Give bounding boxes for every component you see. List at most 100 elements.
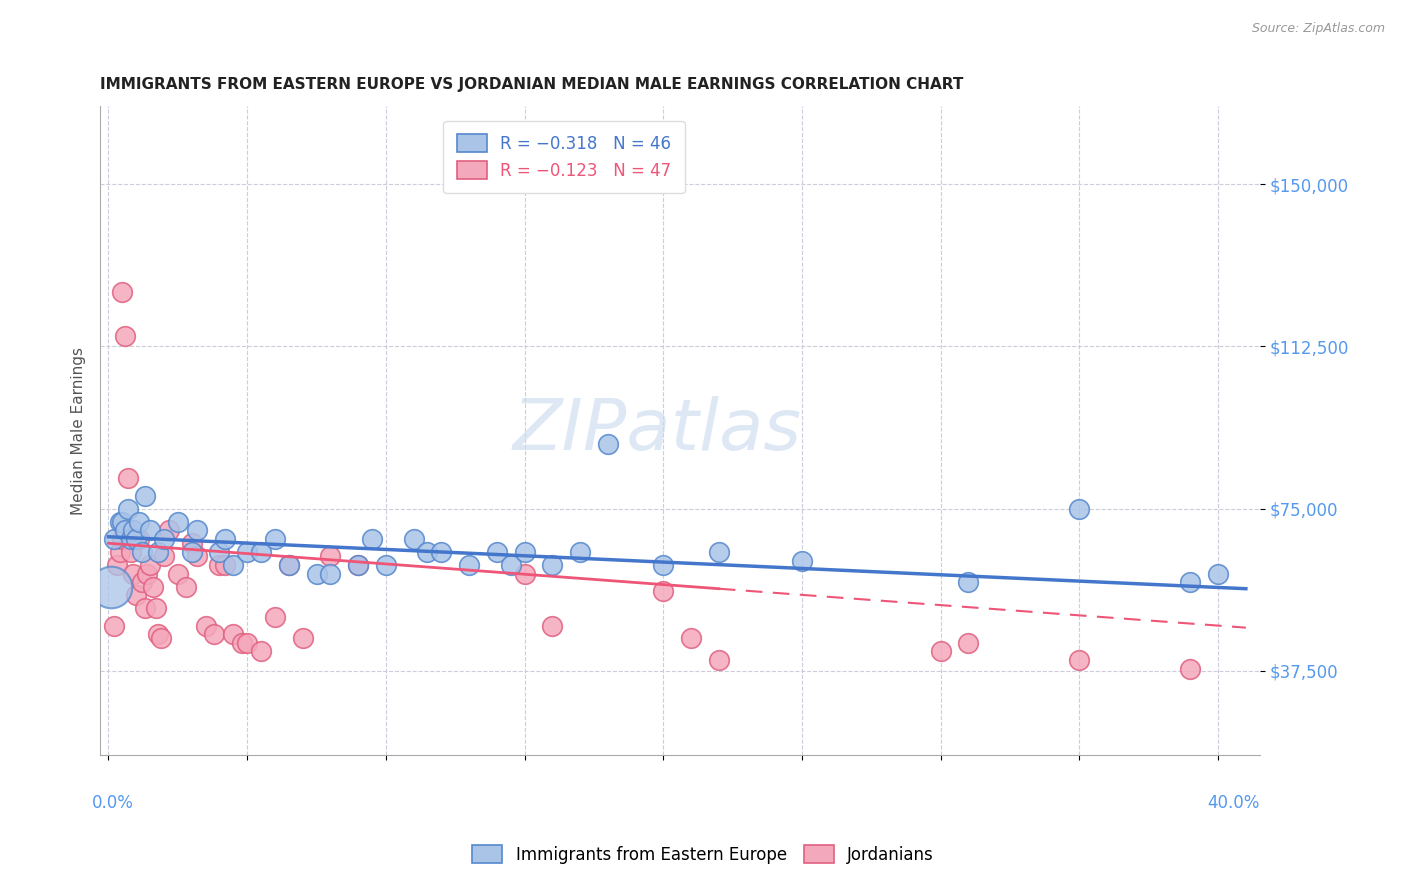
Point xyxy=(264,532,287,546)
Point xyxy=(319,549,342,564)
Legend: R = −0.318   N = 46, R = −0.123   N = 47: R = −0.318 N = 46, R = −0.123 N = 47 xyxy=(443,121,685,194)
Point xyxy=(117,501,139,516)
Point xyxy=(250,644,273,658)
Point xyxy=(128,515,150,529)
Point xyxy=(305,566,328,581)
Point xyxy=(186,523,208,537)
Point xyxy=(174,580,197,594)
Point xyxy=(105,558,128,572)
Text: 0.0%: 0.0% xyxy=(91,794,134,813)
Point xyxy=(186,549,208,564)
Point xyxy=(250,545,273,559)
Point xyxy=(100,580,122,594)
Point xyxy=(707,653,730,667)
Point xyxy=(929,644,952,658)
Point xyxy=(208,545,231,559)
Point xyxy=(236,636,259,650)
Point xyxy=(180,545,202,559)
Point xyxy=(134,489,156,503)
Point xyxy=(120,545,142,559)
Point xyxy=(180,536,202,550)
Point xyxy=(707,545,730,559)
Y-axis label: Median Male Earnings: Median Male Earnings xyxy=(72,347,86,515)
Point xyxy=(485,545,508,559)
Point xyxy=(231,636,253,650)
Point xyxy=(103,618,125,632)
Point xyxy=(291,632,314,646)
Point xyxy=(120,532,142,546)
Text: ZIPatlas: ZIPatlas xyxy=(512,396,801,466)
Point xyxy=(208,558,231,572)
Text: 40.0%: 40.0% xyxy=(1208,794,1260,813)
Point xyxy=(142,580,165,594)
Point xyxy=(499,558,522,572)
Point xyxy=(114,328,136,343)
Point xyxy=(214,532,236,546)
Point xyxy=(103,532,125,546)
Point xyxy=(148,627,170,641)
Point xyxy=(790,553,813,567)
Point xyxy=(513,566,536,581)
Point xyxy=(402,532,425,546)
Point xyxy=(139,558,162,572)
Point xyxy=(108,515,131,529)
Point xyxy=(145,601,167,615)
Point xyxy=(513,545,536,559)
Point xyxy=(541,558,564,572)
Point xyxy=(111,515,134,529)
Point xyxy=(159,523,181,537)
Point xyxy=(214,558,236,572)
Point xyxy=(222,558,245,572)
Point xyxy=(319,566,342,581)
Point xyxy=(347,558,370,572)
Point xyxy=(114,523,136,537)
Legend: Immigrants from Eastern Europe, Jordanians: Immigrants from Eastern Europe, Jordania… xyxy=(465,838,941,871)
Point xyxy=(166,515,188,529)
Point xyxy=(361,532,384,546)
Point xyxy=(458,558,481,572)
Point xyxy=(131,545,153,559)
Text: Source: ZipAtlas.com: Source: ZipAtlas.com xyxy=(1251,22,1385,36)
Point xyxy=(347,558,370,572)
Point xyxy=(222,627,245,641)
Point xyxy=(148,545,170,559)
Point xyxy=(131,575,153,590)
Point xyxy=(679,632,702,646)
Point xyxy=(652,583,675,598)
Point xyxy=(430,545,453,559)
Point xyxy=(194,618,217,632)
Point xyxy=(569,545,592,559)
Point xyxy=(153,549,176,564)
Point xyxy=(1206,566,1229,581)
Point xyxy=(652,558,675,572)
Point xyxy=(111,285,134,300)
Point xyxy=(1069,501,1091,516)
Point xyxy=(374,558,396,572)
Point xyxy=(150,632,173,646)
Point xyxy=(957,575,980,590)
Point xyxy=(236,545,259,559)
Point xyxy=(277,558,299,572)
Point xyxy=(541,618,564,632)
Point xyxy=(136,566,159,581)
Point xyxy=(134,601,156,615)
Point xyxy=(125,588,148,602)
Point xyxy=(1180,575,1202,590)
Point xyxy=(277,558,299,572)
Point xyxy=(125,532,148,546)
Point xyxy=(957,636,980,650)
Point xyxy=(139,523,162,537)
Point xyxy=(596,436,619,450)
Point xyxy=(153,532,176,546)
Point xyxy=(122,566,145,581)
Point xyxy=(122,523,145,537)
Point xyxy=(128,532,150,546)
Point xyxy=(1069,653,1091,667)
Point xyxy=(111,532,134,546)
Point xyxy=(108,545,131,559)
Point xyxy=(166,566,188,581)
Point xyxy=(202,627,225,641)
Text: IMMIGRANTS FROM EASTERN EUROPE VS JORDANIAN MEDIAN MALE EARNINGS CORRELATION CHA: IMMIGRANTS FROM EASTERN EUROPE VS JORDAN… xyxy=(100,78,963,93)
Point xyxy=(416,545,439,559)
Point xyxy=(117,471,139,485)
